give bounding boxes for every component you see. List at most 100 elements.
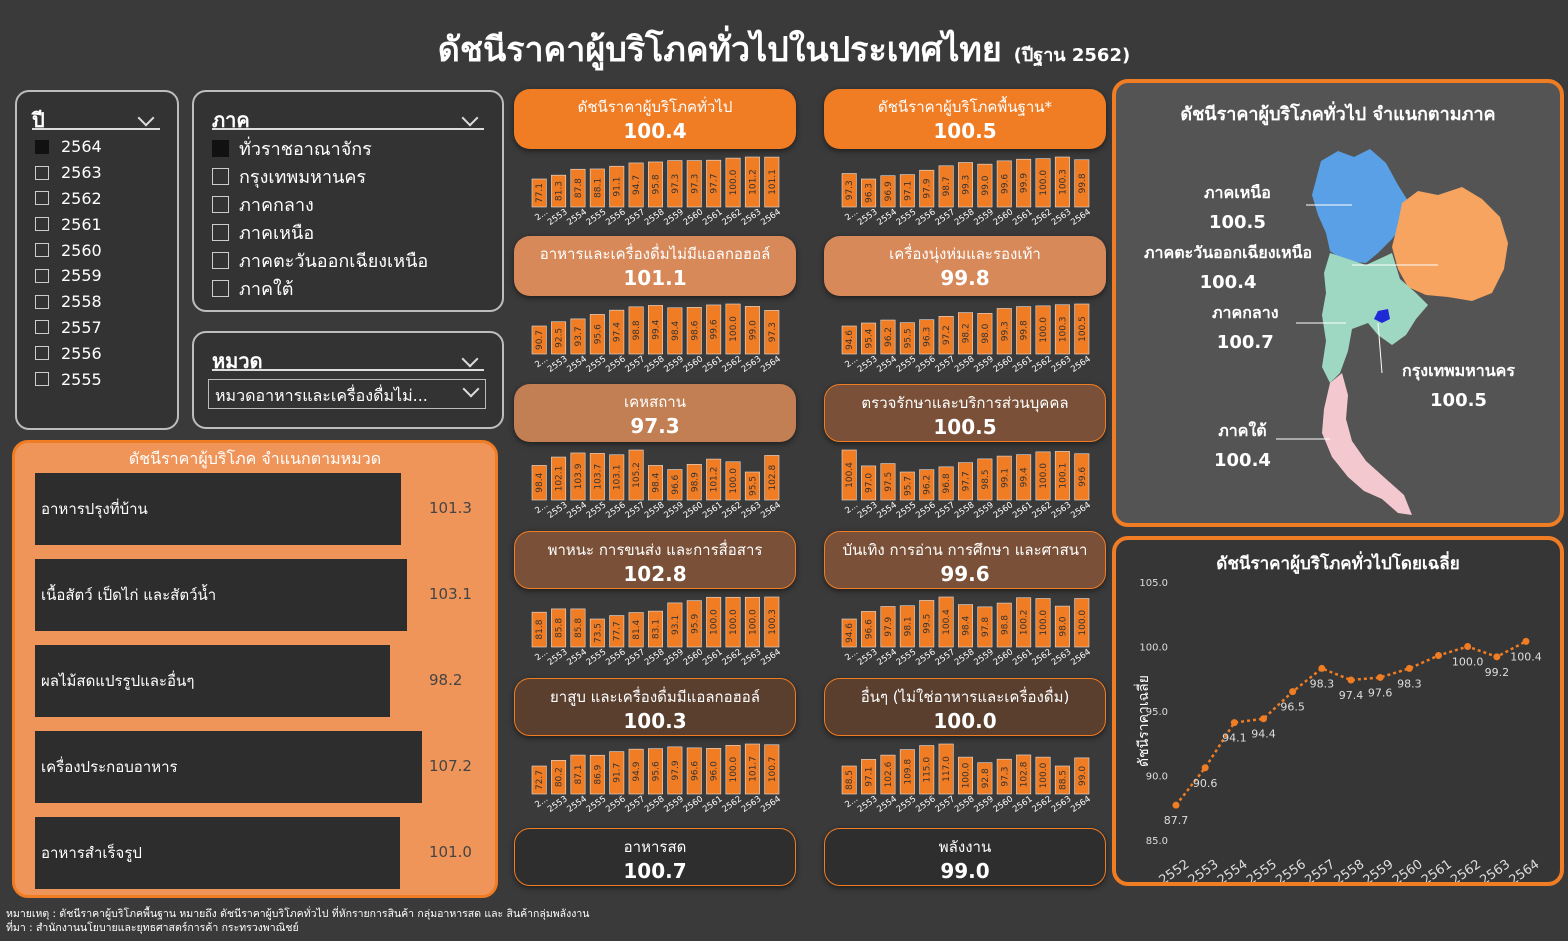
- mini-year-label: 2563: [1050, 354, 1073, 375]
- checkbox-icon[interactable]: [35, 217, 49, 232]
- mini-bar: [744, 743, 760, 795]
- checkbox-icon[interactable]: [35, 139, 49, 154]
- index-card[interactable]: อาหารสด 100.7: [514, 828, 796, 886]
- mini-bar: [589, 314, 605, 355]
- category-bar[interactable]: อาหารปรุงที่บ้าน: [35, 473, 401, 545]
- mini-year-label: 2562: [1030, 207, 1053, 228]
- checkbox-icon[interactable]: [212, 223, 229, 241]
- region-option[interactable]: ภาคใต้: [212, 274, 428, 302]
- mini-year-label: 2563: [740, 647, 763, 668]
- checkbox-icon[interactable]: [212, 195, 229, 213]
- mini-year-label: 2556: [604, 794, 627, 815]
- category-bar-value: 101.0: [429, 843, 472, 861]
- mini-year-label: 2558: [643, 794, 666, 815]
- mini-bar-label: 98.4: [535, 472, 545, 492]
- mini-bar-label: 98.4: [962, 616, 972, 636]
- category-panel: ดัชนีราคาผู้บริโภค จำแนกตามหมวด อาหารปรุ…: [12, 440, 498, 898]
- line-point-label: 98.3: [1397, 677, 1422, 690]
- index-card[interactable]: เครื่องนุ่งห่มและรองเท้า 99.8: [824, 236, 1106, 296]
- mini-bar: [841, 618, 857, 648]
- checkbox-icon[interactable]: [212, 167, 229, 185]
- mini-year-label: 2560: [682, 207, 705, 228]
- category-bar-value: 103.1: [429, 585, 472, 603]
- checkbox-icon[interactable]: [35, 191, 49, 206]
- line-point: [1289, 688, 1297, 696]
- region-option-label: กรุงเทพมหานคร: [239, 166, 367, 188]
- mini-bar-label: 94.9: [632, 761, 642, 781]
- checkbox-icon[interactable]: [35, 243, 49, 258]
- checkbox-icon[interactable]: [212, 251, 229, 269]
- mini-bar-label: 100.7: [768, 756, 778, 782]
- mini-year-label: 2558: [643, 354, 666, 375]
- mini-year-label: 2559: [972, 647, 995, 668]
- category-bar[interactable]: อาหารสำเร็จรูป: [35, 817, 400, 889]
- checkbox-icon[interactable]: [35, 372, 49, 387]
- year-option[interactable]: 2564: [35, 134, 102, 160]
- year-option[interactable]: 2559: [35, 263, 102, 289]
- mini-bar: [570, 452, 586, 501]
- index-card[interactable]: อาหารและเครื่องดื่มไม่มีแอลกอฮอล์ 101.1: [514, 236, 796, 296]
- year-option[interactable]: 2562: [35, 186, 102, 212]
- mini-bar-label: 92.5: [555, 328, 565, 348]
- category-dropdown[interactable]: หมวดอาหารและเครื่องดื่มไม่...: [208, 379, 486, 409]
- checkbox-icon[interactable]: [35, 165, 49, 180]
- index-card[interactable]: บันเทิง การอ่าน การศึกษา และศาสนา 99.6: [824, 531, 1106, 589]
- checkbox-icon[interactable]: [212, 139, 229, 157]
- mini-year-label: 2555: [585, 647, 608, 668]
- mini-bar-label: 95.7: [903, 476, 913, 496]
- year-option[interactable]: 2560: [35, 237, 102, 263]
- region-option[interactable]: ภาคตะวันออกเฉียงเหนือ: [212, 246, 428, 274]
- mini-bar: [551, 174, 567, 208]
- mini-bar: [1016, 306, 1032, 355]
- mini-year-label: 2554: [565, 354, 588, 375]
- index-card[interactable]: ยาสูบ และเครื่องดื่มมีแอลกอฮอล์ 100.3: [514, 678, 796, 736]
- year-option[interactable]: 2563: [35, 160, 102, 186]
- year-option[interactable]: 2561: [35, 211, 102, 237]
- mini-year-label: 2563: [1050, 207, 1073, 228]
- average-cpi-panel: ดัชนีราคาผู้บริโภคทั่วไปโดยเฉลี่ย ดัชนีร…: [1112, 536, 1564, 886]
- region-slicer-header[interactable]: ภาค: [212, 104, 484, 132]
- region-option[interactable]: ภาคเหนือ: [212, 218, 428, 246]
- year-option[interactable]: 2555: [35, 366, 102, 392]
- year-option[interactable]: 2558: [35, 289, 102, 315]
- mini-bar: [648, 305, 663, 355]
- line-point-label: 94.4: [1251, 728, 1276, 741]
- checkbox-icon[interactable]: [35, 268, 49, 283]
- year-option-label: 2563: [61, 163, 102, 183]
- year-option[interactable]: 2556: [35, 340, 102, 366]
- checkbox-icon[interactable]: [35, 346, 49, 361]
- category-bar[interactable]: เครื่องประกอบอาหาร: [35, 731, 422, 803]
- region-option[interactable]: ภาคกลาง: [212, 190, 428, 218]
- chevron-down-icon[interactable]: [462, 380, 480, 398]
- index-card[interactable]: ดัชนีราคาผู้บริโภคพื้นฐาน* 100.5: [824, 89, 1106, 149]
- mini-year-label: 2558: [643, 500, 666, 521]
- mini-bar-label: 97.3: [690, 174, 700, 194]
- year-list: 2564 2563 2562 2561 2560 2559 2558 2557 2556 2555: [35, 134, 102, 392]
- index-card[interactable]: เคหสถาน 97.3: [514, 384, 796, 442]
- mini-bar: [938, 743, 954, 795]
- mini-bar: [648, 161, 663, 208]
- index-card[interactable]: พลังงาน 99.0: [824, 828, 1106, 886]
- chevron-down-icon[interactable]: [461, 350, 479, 368]
- category-bar[interactable]: ผลไม้สดแปรรูปและอื่นๆ: [35, 645, 390, 717]
- index-card[interactable]: อื่นๆ (ไม่ใช่อาหารและเครื่องดื่ม) 100.0: [824, 678, 1106, 736]
- category-bar[interactable]: เนื้อสัตว์ เป็ดไก่ และสัตว์น้ำ: [35, 559, 407, 631]
- chevron-down-icon[interactable]: [461, 109, 479, 127]
- region-option[interactable]: ทั่วราชอาณาจักร: [212, 134, 428, 162]
- mini-bar-label: 99.3: [1000, 321, 1010, 341]
- mini-bar: [861, 759, 877, 795]
- checkbox-icon[interactable]: [35, 294, 49, 309]
- index-card[interactable]: พาหนะ การขนส่ง และการสื่อสาร 102.8: [514, 531, 796, 589]
- region-option[interactable]: กรุงเทพมหานคร: [212, 162, 428, 190]
- index-card[interactable]: ดัชนีราคาผู้บริโภคทั่วไป 100.4: [514, 89, 796, 149]
- year-option-label: 2561: [61, 214, 102, 234]
- chevron-down-icon[interactable]: [137, 109, 155, 127]
- checkbox-icon[interactable]: [35, 320, 49, 335]
- mini-bar-label: 97.8: [981, 617, 991, 637]
- index-card[interactable]: ตรวจรักษาและบริการส่วนบุคคล 100.5: [824, 384, 1106, 442]
- map-region-value: 100.4: [1199, 272, 1257, 293]
- year-slicer-header[interactable]: ปี: [32, 104, 160, 132]
- checkbox-icon[interactable]: [212, 279, 229, 297]
- year-option[interactable]: 2557: [35, 315, 102, 341]
- mini-bar-label: 101.2: [710, 467, 720, 493]
